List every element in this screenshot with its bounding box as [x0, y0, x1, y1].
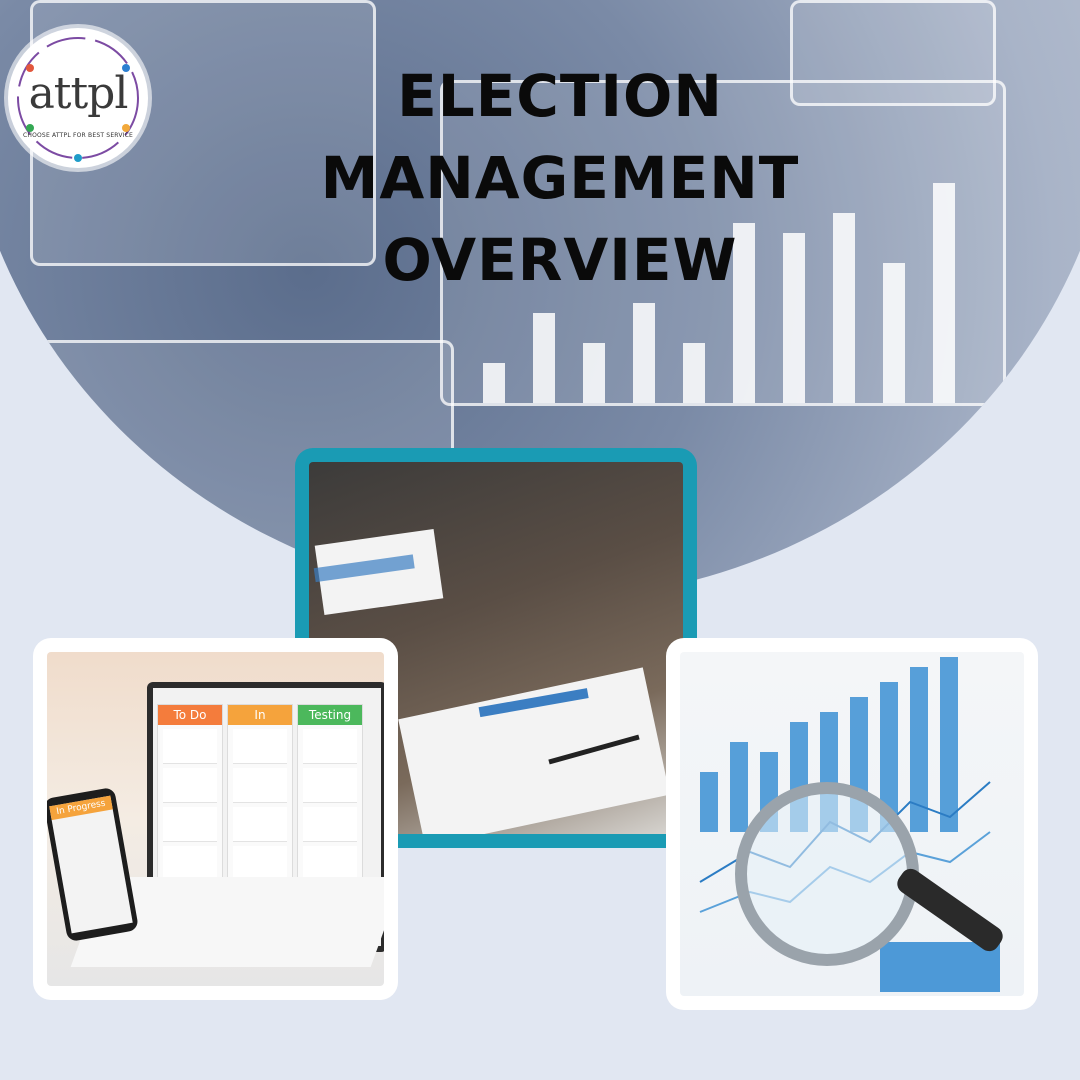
blue-block	[880, 942, 1000, 992]
company-logo: attpl CHOOSE ATTPL FOR BEST SERVICE	[8, 28, 148, 168]
logo-tagline: CHOOSE ATTPL FOR BEST SERVICE	[22, 132, 134, 139]
magnifying-glass-icon	[735, 782, 919, 966]
phone-kanban-header: In Progress	[49, 795, 113, 821]
page-title: ELECTION MANAGEMENT OVERVIEW	[320, 55, 800, 301]
title-line-3: OVERVIEW	[382, 226, 738, 294]
kanban-column-header: In Progress	[228, 705, 292, 742]
kanban-column-header: To Do	[158, 705, 222, 725]
title-line-1: ELECTION	[397, 62, 723, 130]
kanban-photo: To Do In Progress Testing In Prog	[47, 652, 384, 986]
kanban-column-header: Testing	[298, 705, 362, 725]
analytics-photo-frame	[666, 638, 1038, 1010]
hands-pen-icon	[313, 554, 640, 765]
logo-wordmark: attpl	[28, 68, 129, 119]
kanban-photo-frame: To Do In Progress Testing In Prog	[33, 638, 398, 1000]
background-photo-circle	[0, 0, 1080, 600]
logo-ring-icon	[17, 37, 139, 162]
title-line-2: MANAGEMENT	[320, 144, 800, 212]
analytics-photo	[680, 652, 1024, 996]
phone-icon: In Progress	[47, 786, 140, 943]
background-candle-panel	[790, 0, 996, 106]
background-bar-panel	[440, 80, 1006, 406]
